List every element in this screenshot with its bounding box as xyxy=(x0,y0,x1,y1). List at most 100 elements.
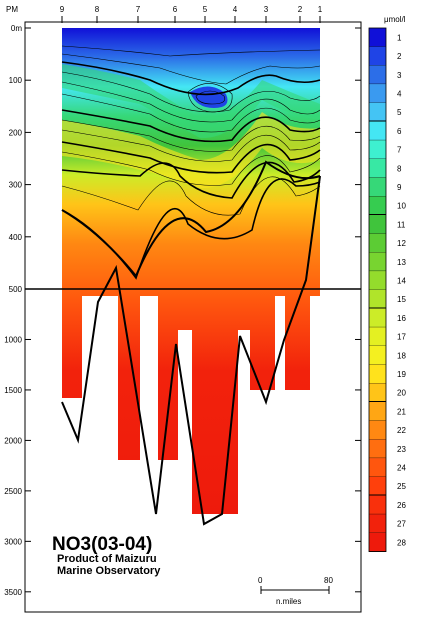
depth-label: 400 xyxy=(9,233,23,242)
station-label: 7 xyxy=(136,5,141,14)
chart-subtitle-line-2: Marine Observatory xyxy=(57,565,161,577)
legend-value-label: 13 xyxy=(397,258,406,267)
legend-swatch xyxy=(369,215,386,234)
legend-value-label: 12 xyxy=(397,239,406,248)
station-label: 2 xyxy=(298,5,303,14)
legend-swatch xyxy=(369,402,386,421)
contour-line xyxy=(61,45,321,57)
legend-value-label: 17 xyxy=(397,333,406,342)
legend-swatch xyxy=(369,383,386,402)
legend-value-label: 5 xyxy=(397,108,402,117)
legend-swatch xyxy=(369,233,386,253)
contour-line xyxy=(61,129,321,162)
depth-label: 3000 xyxy=(4,537,22,546)
legend-swatch xyxy=(369,46,386,66)
chart-title: NO3(03-04) xyxy=(52,534,152,555)
scale-unit-label: n.miles xyxy=(276,597,301,606)
depth-label: 2000 xyxy=(4,436,22,445)
legend-value-label: 19 xyxy=(397,370,406,379)
contour-line xyxy=(61,53,321,85)
contour-line xyxy=(61,151,321,186)
legend-swatch xyxy=(369,476,386,496)
depth-label: 1000 xyxy=(4,335,22,344)
green-band-dip xyxy=(62,64,320,139)
legend-value-label: 26 xyxy=(397,501,406,510)
yellow-contour-fill xyxy=(62,112,320,189)
legend-swatch xyxy=(369,345,386,365)
station-label: 8 xyxy=(95,5,100,14)
legend-swatch xyxy=(369,327,386,346)
legend-swatch xyxy=(369,271,386,290)
contour-line xyxy=(61,61,321,96)
top-label-pm: PM xyxy=(6,5,18,14)
depth-ticks: 0m 100 200 300 400 500 1000 1500 2000 2500 3000 350… xyxy=(4,24,361,597)
legend-unit-label: μmol/l xyxy=(384,15,406,24)
legend-value-label: 16 xyxy=(397,314,406,323)
legend-value-label: 2 xyxy=(397,52,402,61)
depth-label: 2500 xyxy=(4,487,22,496)
legend-value-label: 3 xyxy=(397,71,402,80)
depth-label: 200 xyxy=(9,128,23,137)
depth-label: 0m xyxy=(11,24,22,33)
station-label: 4 xyxy=(233,5,238,14)
station-ticks: 9 8 7 6 5 4 3 2 1 xyxy=(60,5,323,23)
legend-value-label: 10 xyxy=(397,202,406,211)
legend-value-label: 27 xyxy=(397,520,406,529)
legend-value-label: 4 xyxy=(397,89,402,98)
scale-label-start: 0 xyxy=(258,576,263,585)
legend-swatch xyxy=(369,420,386,440)
legend-swatch xyxy=(369,102,386,122)
legend-value-label: 11 xyxy=(397,220,406,229)
legend-swatch xyxy=(369,458,386,477)
chart-subtitle-line-1: Product of Maizuru xyxy=(57,553,157,565)
legend-value-label: 21 xyxy=(397,407,406,416)
contour-line xyxy=(61,93,321,133)
station-label: 5 xyxy=(203,5,208,14)
legend-swatch xyxy=(369,177,386,197)
legend-swatch xyxy=(369,514,386,533)
station-label: 6 xyxy=(173,5,178,14)
contour-line xyxy=(61,141,321,174)
contour-line xyxy=(61,161,321,199)
distance-scale: 0 80 n.miles xyxy=(258,576,333,606)
contour-line xyxy=(187,83,233,113)
contour-line xyxy=(61,109,321,143)
depth-label: 500 xyxy=(9,285,23,294)
legend-value-label: 1 xyxy=(397,33,402,42)
blue-low-pocket xyxy=(190,86,228,108)
depth-label: 3500 xyxy=(4,588,22,597)
station-label: 3 xyxy=(264,5,269,14)
legend-border xyxy=(368,27,387,552)
legend-value-label: 18 xyxy=(397,351,406,360)
scale-label-end: 80 xyxy=(324,576,333,585)
legend-swatch xyxy=(369,196,386,215)
legend-swatch xyxy=(369,121,386,141)
station-label: 9 xyxy=(60,5,65,14)
legend-value-label: 28 xyxy=(397,538,406,547)
legend-value-label: 23 xyxy=(397,445,406,454)
legend-value-label: 15 xyxy=(397,295,406,304)
contour-line xyxy=(61,81,321,123)
legend-value-label: 7 xyxy=(397,146,402,155)
legend-swatch xyxy=(369,308,386,328)
legend-swatch xyxy=(369,140,386,159)
legend-value-label: 22 xyxy=(397,426,406,435)
legend-swatch xyxy=(369,28,386,47)
legend-swatch xyxy=(369,439,386,459)
contour-line xyxy=(61,176,321,216)
station-label: 1 xyxy=(318,5,323,14)
legend-value-label: 8 xyxy=(397,164,402,173)
legend-swatch xyxy=(369,65,386,85)
depth-label: 1500 xyxy=(4,386,22,395)
bottom-topography-line xyxy=(61,175,321,526)
legend-swatch xyxy=(369,252,386,272)
depth-label: 300 xyxy=(9,181,23,190)
legend-value-label: 14 xyxy=(397,276,406,285)
legend-value-label: 9 xyxy=(397,183,402,192)
legend-swatch xyxy=(369,158,386,178)
legend-swatch xyxy=(369,84,386,103)
legend-value-label: 20 xyxy=(397,389,406,398)
depth-label: 100 xyxy=(9,76,23,85)
contour-line xyxy=(195,90,226,105)
